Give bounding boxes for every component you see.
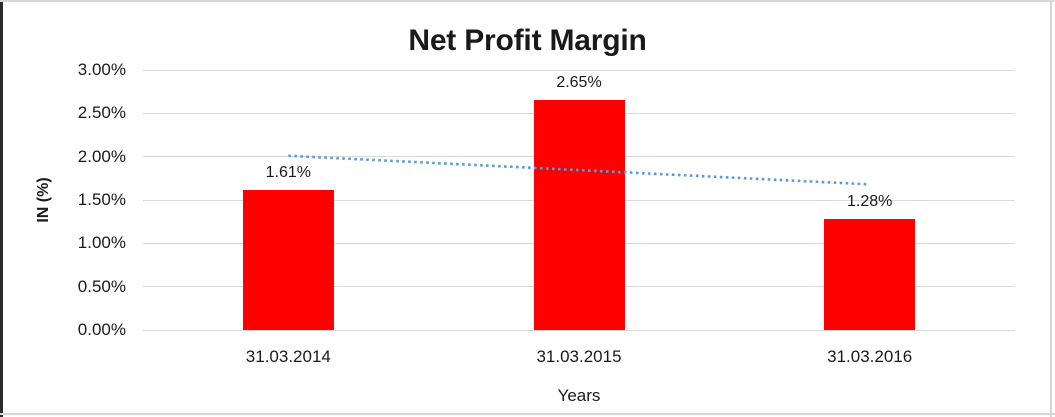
y-tick-label: 1.50%	[77, 190, 126, 209]
data-label: 1.61%	[265, 164, 312, 182]
y-tick-label: 2.00%	[77, 146, 126, 166]
bar	[242, 190, 334, 330]
y-tick-label: 1.00%	[77, 233, 126, 253]
gridline	[143, 69, 1015, 71]
bar	[533, 100, 625, 330]
data-label: 1.28%	[846, 193, 893, 211]
x-category-label: 31.03.2014	[245, 347, 331, 366]
y-tick-label: 3.00%	[77, 60, 126, 79]
x-axis-title: Years	[557, 386, 601, 405]
y-tick-label: 0.00%	[77, 320, 126, 339]
data-label: 2.65%	[556, 74, 602, 92]
frame-left-edge	[0, 0, 3, 417]
x-category-label: 31.03.2015	[536, 347, 622, 366]
frame-bottom-edge	[0, 413, 1055, 415]
y-tick-label: 0.50%	[77, 276, 126, 296]
gridline	[143, 329, 1015, 331]
y-tick-label: 2.50%	[77, 103, 126, 123]
x-category-label: 31.03.2016	[827, 347, 913, 366]
bar	[824, 219, 916, 330]
chart-title: Net Profit Margin	[408, 24, 647, 57]
frame-top-edge	[0, 0, 1055, 2]
frame-right-edge	[1050, 0, 1052, 417]
